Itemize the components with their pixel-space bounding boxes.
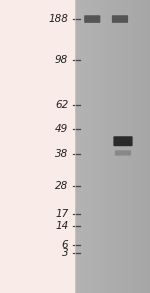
- Text: 14: 14: [55, 221, 68, 231]
- Text: 62: 62: [55, 100, 68, 110]
- Text: 38: 38: [55, 149, 68, 159]
- FancyBboxPatch shape: [84, 15, 100, 23]
- Bar: [0, 0, 75, 293]
- Text: 49: 49: [55, 124, 68, 134]
- Text: 3: 3: [62, 248, 68, 258]
- FancyBboxPatch shape: [115, 150, 131, 156]
- Text: 6: 6: [62, 240, 68, 250]
- FancyBboxPatch shape: [113, 136, 133, 146]
- Text: 188: 188: [48, 14, 68, 24]
- FancyBboxPatch shape: [112, 15, 128, 23]
- Text: 28: 28: [55, 181, 68, 191]
- Text: 98: 98: [55, 55, 68, 65]
- Text: 17: 17: [55, 209, 68, 219]
